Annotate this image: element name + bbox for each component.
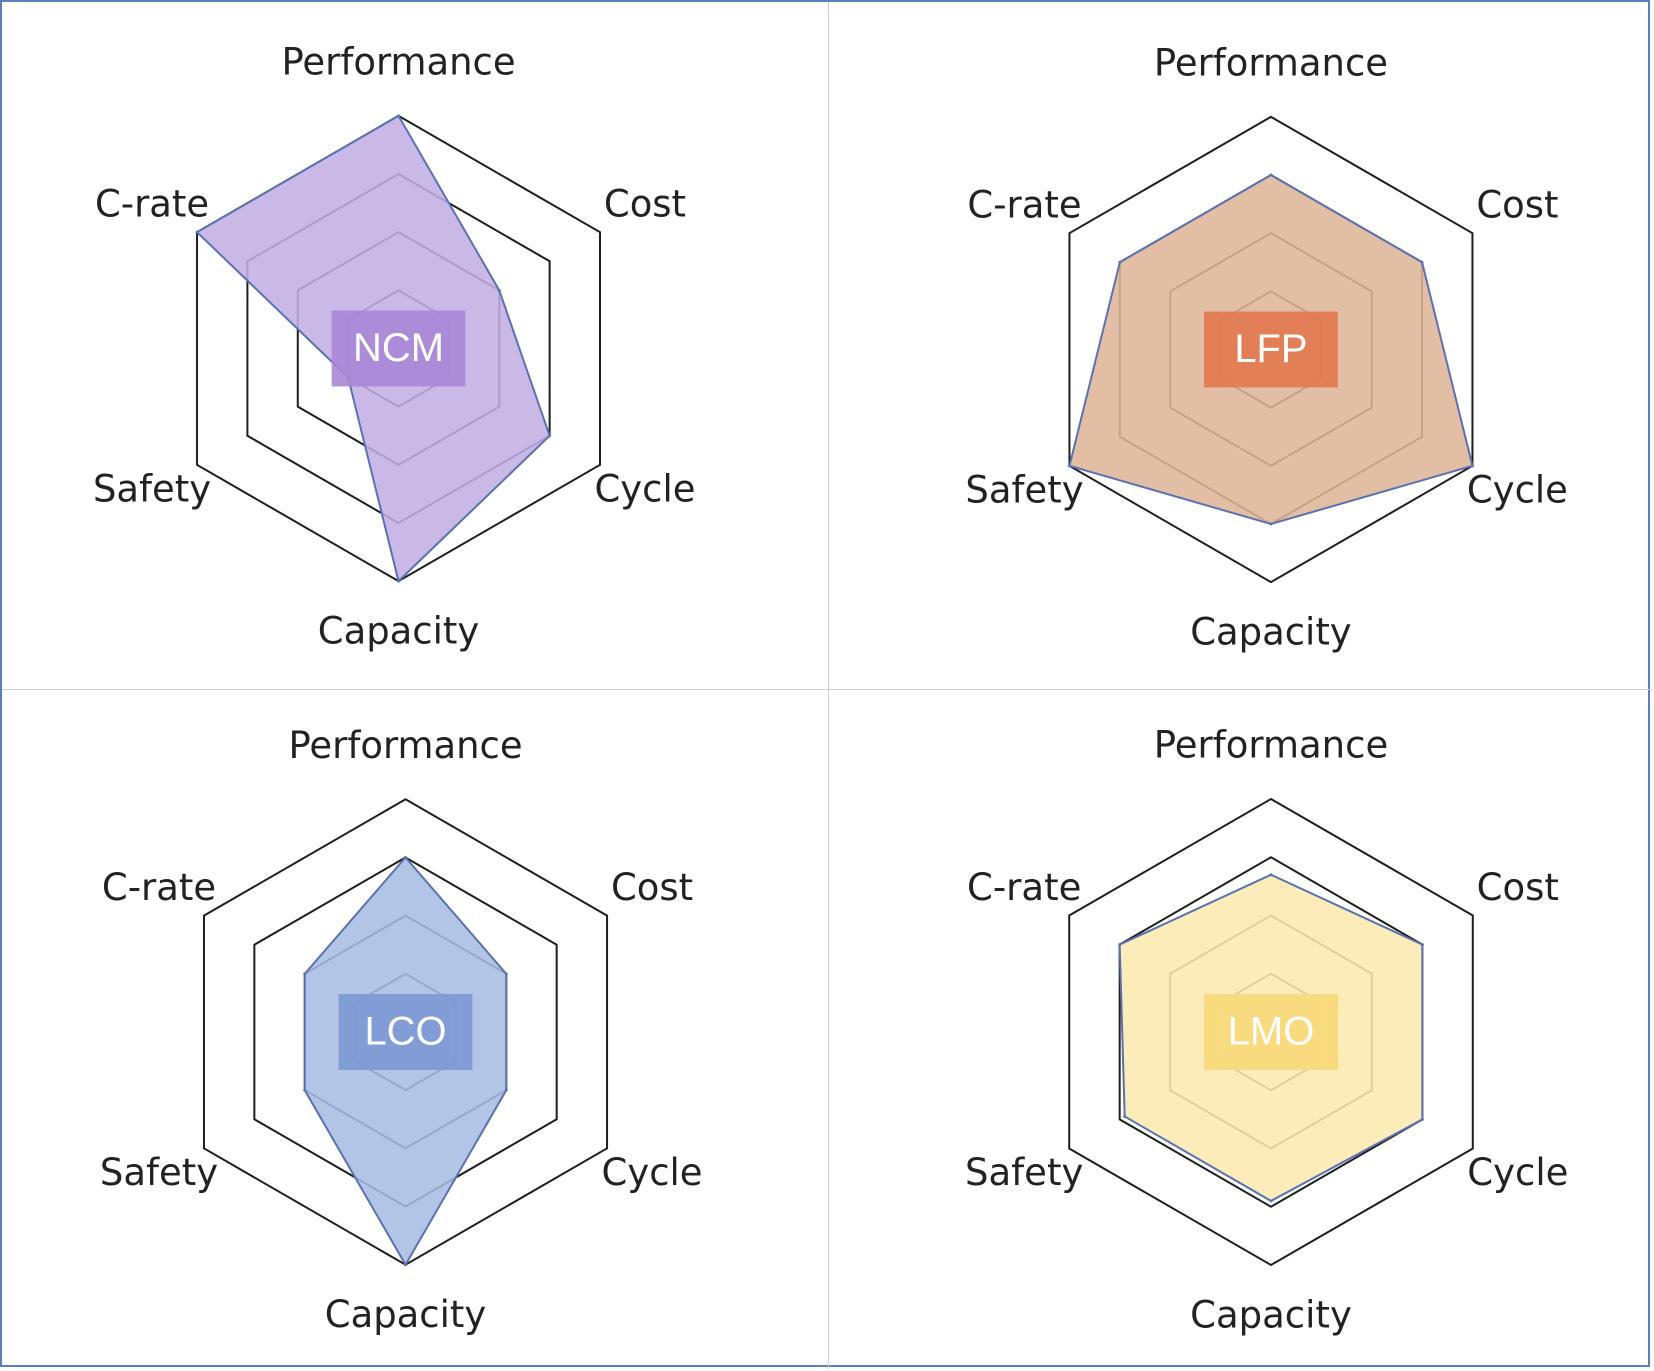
axis-label-cost: Cost [1477, 866, 1559, 909]
axis-label-safety: Safety [965, 468, 1083, 511]
radar-chart-lfp: Performance Cost Cycle Capacity Safety C-rate… [965, 41, 1568, 654]
axis-label-safety: Safety [965, 1151, 1083, 1194]
axis-label-c-rate: C-rate [967, 184, 1081, 227]
radar-panel-ncm: Performance Cost Cycle Capacity Safety C-rate… [2, 2, 829, 690]
grid-ring-4 [1068, 797, 1474, 1267]
data-point-performance [1269, 173, 1273, 177]
axis-label-performance: Performance [288, 724, 522, 767]
axis-label-cycle: Cycle [602, 1151, 703, 1194]
axis-label-capacity: Capacity [325, 1293, 486, 1336]
axis-label-safety: Safety [100, 1151, 218, 1194]
axis-label-cycle: Cycle [1467, 468, 1568, 511]
axis-label-capacity: Capacity [318, 610, 479, 653]
data-point-c-rate [1118, 260, 1122, 264]
grid-ring-4 [1068, 115, 1474, 584]
data-point-capacity [397, 579, 401, 583]
data-point-cost [504, 972, 508, 976]
axis-label-c-rate: C-rate [967, 866, 1081, 909]
radar-chart-lco: Performance Cost Cycle Capacity Safety C-rate… [100, 724, 703, 1336]
axis-label-cycle: Cycle [595, 467, 696, 510]
axis-label-performance: Performance [1154, 41, 1388, 84]
series-label: LMO [1228, 1010, 1315, 1054]
axis-label-capacity: Capacity [1190, 1294, 1352, 1337]
axis-label-cost: Cost [1476, 184, 1558, 227]
data-point-safety [303, 1088, 307, 1092]
data-point-cost [497, 288, 501, 292]
series-label-box [1204, 311, 1338, 388]
axis-label-cycle: Cycle [1467, 1151, 1568, 1194]
data-point-safety [1067, 464, 1071, 468]
axis-label-safety: Safety [93, 467, 211, 510]
radar-panel-lmo: Performance Cost Cycle Capacity Safety C-rate… [829, 690, 1652, 1369]
series-label: LCO [364, 1010, 446, 1054]
data-point-cost [1420, 260, 1424, 264]
series-label: NCM [353, 326, 444, 370]
radar-panel-lco: Performance Cost Cycle Capacity Safety C-rate… [2, 690, 829, 1369]
radar-chart-lmo: Performance Cost Cycle Capacity Safety C-rate… [965, 724, 1568, 1337]
data-point-capacity [1269, 1199, 1273, 1203]
data-point-c-rate [195, 230, 199, 234]
series-label-box [1204, 994, 1338, 1070]
data-point-safety [1123, 1114, 1127, 1118]
data-point-cycle [1470, 464, 1474, 468]
data-point-performance [397, 114, 401, 118]
radar-chart-ncm: Performance Cost Cycle Capacity Safety C-rate… [93, 40, 696, 653]
axis-label-capacity: Capacity [1190, 611, 1351, 654]
data-point-cost [1420, 943, 1424, 947]
data-point-performance [1269, 873, 1273, 877]
data-point-capacity [1269, 522, 1273, 526]
axis-label-performance: Performance [1154, 724, 1388, 767]
series-label-box [331, 310, 466, 387]
axis-label-cost: Cost [604, 183, 686, 226]
data-point-capacity [404, 1263, 408, 1267]
series-label-box [338, 994, 473, 1070]
axis-label-c-rate: C-rate [102, 866, 216, 909]
data-point-performance [404, 855, 408, 859]
data-point-cycle [504, 1088, 508, 1092]
series-label: LFP [1234, 327, 1307, 371]
axis-label-cost: Cost [611, 866, 693, 909]
axis-label-performance: Performance [281, 40, 515, 83]
data-point-cycle [548, 434, 552, 438]
axis-label-c-rate: C-rate [95, 183, 209, 226]
radar-panel-lfp: Performance Cost Cycle Capacity Safety C-rate… [829, 2, 1652, 690]
data-point-cycle [1420, 1117, 1424, 1121]
data-point-c-rate [303, 972, 307, 976]
data-point-c-rate [1118, 943, 1122, 947]
